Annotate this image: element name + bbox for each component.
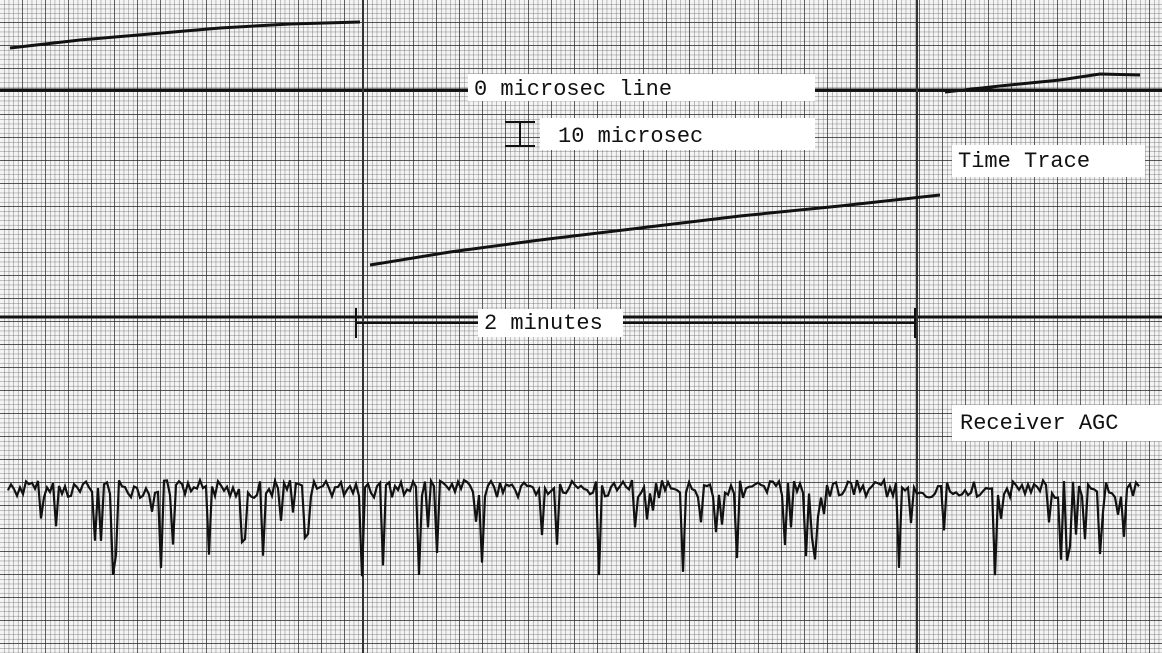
recording: 0 microsec line 10 microsec Time Trace 2… xyxy=(0,0,1162,653)
page: {"labels": {"zero_line": "0 microsec lin… xyxy=(0,0,1162,653)
zero-line-label: 0 microsec line xyxy=(474,77,672,102)
scale-label: 10 microsec xyxy=(558,124,703,149)
time-trace-label: Time Trace xyxy=(958,149,1090,174)
agc-label: Receiver AGC xyxy=(960,411,1118,436)
duration-label: 2 minutes xyxy=(484,311,603,336)
